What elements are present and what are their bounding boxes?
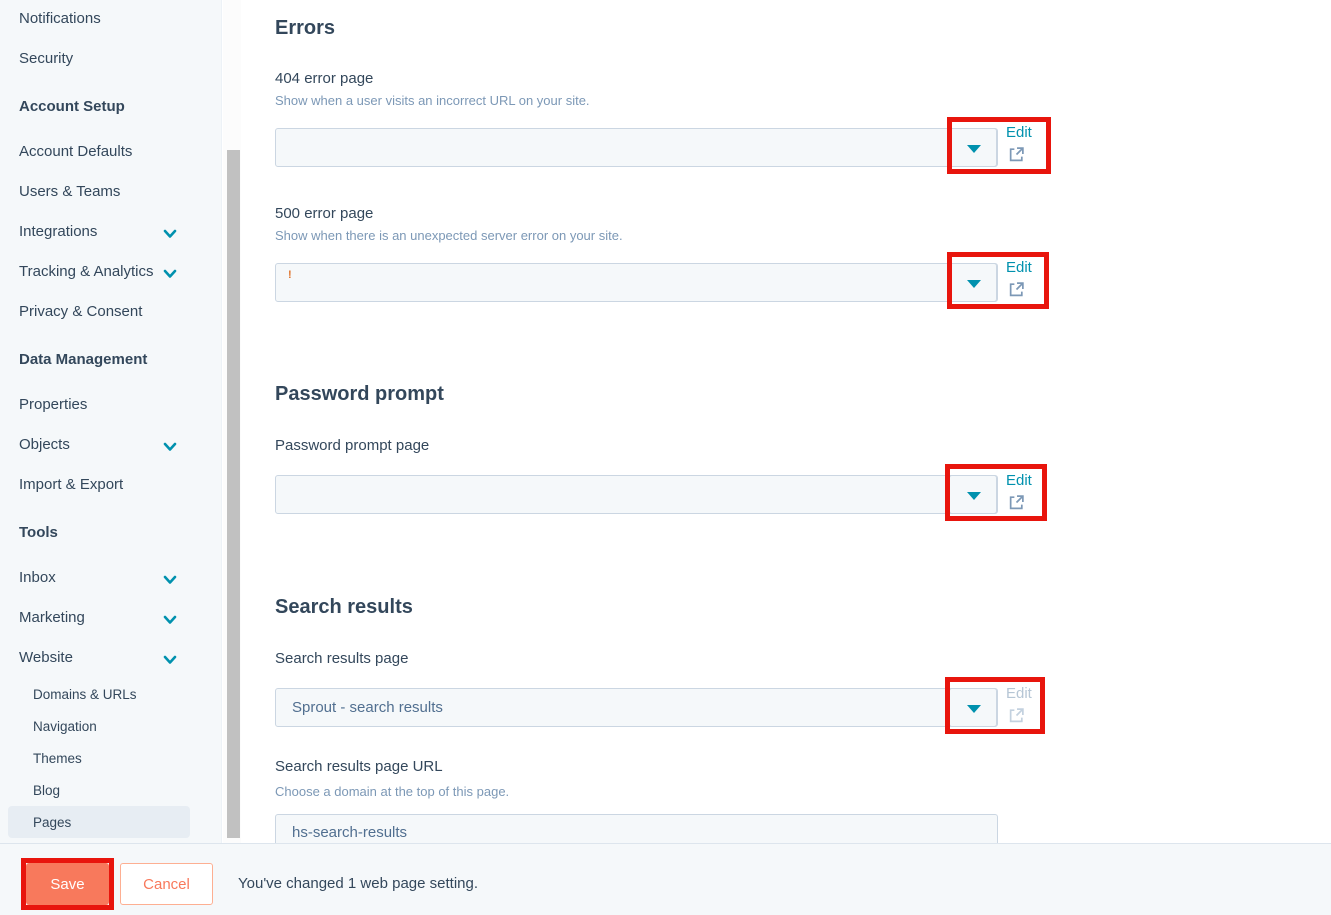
search-results-page-select[interactable]: Sprout - search results [275, 688, 998, 727]
sidebar-item-marketing[interactable]: Marketing [19, 609, 209, 627]
caret-down-icon [967, 145, 981, 153]
chevron-down-icon [163, 572, 177, 590]
sidebar-item-import-export[interactable]: Import & Export [19, 476, 124, 493]
sidebar-header-account-setup: Account Setup [19, 98, 125, 115]
caret-down-icon [967, 280, 981, 288]
500-error-page-caret-button[interactable] [949, 263, 997, 302]
404-error-page-help: Show when a user visits an incorrect URL… [275, 93, 590, 108]
500-error-page-select-value: ! [288, 269, 292, 281]
404-error-page-label: 404 error page [275, 70, 374, 87]
sidebar-item-tracking-analytics[interactable]: Tracking & Analytics [19, 263, 209, 281]
search-results-edit-group: Edit [1006, 685, 1046, 729]
sidebar-header-data-management: Data Management [19, 351, 148, 368]
sidebar-item-users-teams[interactable]: Users & Teams [19, 183, 121, 200]
sidebar-subitem-pages-highlight [8, 806, 190, 838]
sidebar-item-label: Objects [19, 436, 70, 453]
search-results-url-help: Choose a domain at the top of this page. [275, 784, 510, 799]
500-error-page-edit-group: Edit [1006, 259, 1046, 303]
scrollbar-thumb[interactable] [227, 150, 240, 838]
sidebar-item-label: Integrations [19, 223, 98, 240]
search-results-section-title: Search results [275, 596, 413, 618]
sidebar-item-label: Website [19, 649, 73, 666]
settings-save-bar: Save Cancel You've changed 1 web page se… [0, 843, 1331, 915]
caret-down-icon [967, 705, 981, 713]
password-prompt-page-select[interactable] [275, 475, 998, 514]
sidebar-subitem-domains-urls[interactable]: Domains & URLs [33, 687, 137, 702]
search-results-url-input[interactable] [275, 814, 998, 843]
password-prompt-caret-button[interactable] [949, 475, 997, 514]
search-results-page-label: Search results page [275, 650, 409, 667]
sidebar-subitem-pages[interactable]: Pages [33, 815, 72, 830]
500-error-page-select[interactable]: ! [275, 263, 998, 302]
sidebar-subitem-blog[interactable]: Blog [33, 783, 61, 798]
password-prompt-section-title: Password prompt [275, 383, 444, 405]
errors-section-title: Errors [275, 17, 336, 39]
500-error-page-help: Show when there is an unexpected server … [275, 228, 623, 243]
chevron-down-icon [163, 612, 177, 630]
sidebar-item-website[interactable]: Website [19, 649, 209, 667]
password-prompt-edit-group: Edit [1006, 472, 1046, 516]
external-link-icon[interactable] [1008, 707, 1046, 729]
settings-sidebar: Notifications Security Account Setup Acc… [0, 0, 222, 843]
password-prompt-edit-link[interactable]: Edit [1006, 472, 1032, 489]
external-link-icon[interactable] [1008, 146, 1046, 168]
sidebar-item-label: Marketing [19, 609, 85, 626]
sidebar-item-privacy-consent[interactable]: Privacy & Consent [19, 303, 143, 320]
sidebar-item-integrations[interactable]: Integrations [19, 223, 209, 241]
404-error-page-select[interactable] [275, 128, 998, 167]
unsaved-changes-message: You've changed 1 web page setting. [238, 875, 478, 892]
sidebar-header-tools: Tools [19, 524, 58, 541]
search-results-select-value: Sprout - search results [292, 699, 443, 716]
chevron-down-icon [163, 266, 177, 284]
search-results-caret-button[interactable] [949, 688, 997, 727]
cancel-button[interactable]: Cancel [120, 863, 213, 905]
404-error-page-edit-link[interactable]: Edit [1006, 124, 1032, 141]
sidebar-item-account-defaults[interactable]: Account Defaults [19, 143, 133, 160]
sidebar-subitem-themes[interactable]: Themes [33, 751, 82, 766]
500-error-page-label: 500 error page [275, 205, 374, 222]
chevron-down-icon [163, 226, 177, 244]
password-prompt-page-label: Password prompt page [275, 437, 430, 454]
404-error-page-caret-button[interactable] [949, 128, 997, 167]
sidebar-item-label: Tracking & Analytics [19, 263, 154, 280]
chevron-down-icon [163, 439, 177, 457]
sidebar-item-notifications[interactable]: Notifications [19, 10, 101, 27]
save-button[interactable]: Save [26, 863, 109, 905]
search-results-url-label: Search results page URL [275, 758, 443, 775]
search-results-edit-link[interactable]: Edit [1006, 685, 1032, 702]
sidebar-item-inbox[interactable]: Inbox [19, 569, 209, 587]
sidebar-subitem-navigation[interactable]: Navigation [33, 719, 97, 734]
500-error-page-edit-link[interactable]: Edit [1006, 259, 1032, 276]
caret-down-icon [967, 492, 981, 500]
external-link-icon[interactable] [1008, 494, 1046, 516]
404-error-page-edit-group: Edit [1006, 124, 1046, 168]
sidebar-item-label: Inbox [19, 569, 56, 586]
external-link-icon[interactable] [1008, 281, 1046, 303]
sidebar-item-security[interactable]: Security [19, 50, 74, 67]
sidebar-item-properties[interactable]: Properties [19, 396, 88, 413]
sidebar-item-objects[interactable]: Objects [19, 436, 209, 454]
chevron-down-icon [163, 652, 177, 670]
